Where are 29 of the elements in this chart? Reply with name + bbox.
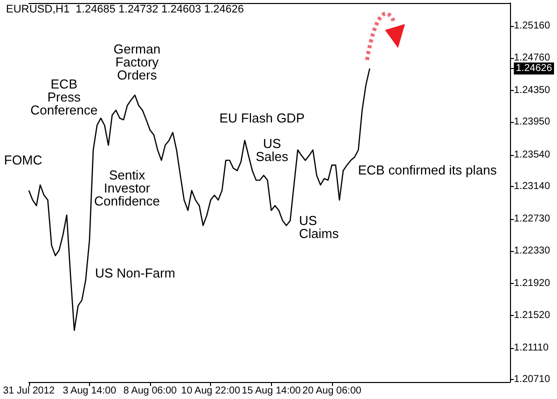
y-tick-label: 1.21920 <box>514 278 550 289</box>
y-tick-label: 1.23140 <box>514 181 550 192</box>
y-tick-label: 1.21110 <box>514 342 549 354</box>
annotation: German Factory Orders <box>114 42 160 82</box>
y-tick-label: 1.23950 <box>514 116 550 128</box>
annotation: ECB confirmed its plans <box>358 162 498 178</box>
x-tick-label: 3 Aug 14:00 <box>62 386 117 396</box>
y-tick-label: 1.22330 <box>514 245 550 256</box>
x-tick-label: 10 Aug 22:00 <box>181 386 241 396</box>
annotation: Sentix Investor Confidence <box>94 168 160 208</box>
annotation: US Sales <box>256 136 289 164</box>
annotation: FOMC <box>4 152 42 168</box>
y-tick-label: 1.23540 <box>514 149 550 160</box>
y-tick-label: 1.24626 <box>516 62 552 74</box>
annotation: EU Flash GDP <box>219 110 305 126</box>
y-tick-label: 1.20710 <box>514 374 550 386</box>
x-tick-label: 31 Jul 2012 <box>2 386 56 396</box>
y-tick-label: 1.22730 <box>514 214 550 225</box>
chart-title: EURUSD,H1 1.24685 1.24732 1.24603 1.24626 <box>6 4 244 16</box>
x-tick-label: 15 Aug 14:00 <box>242 386 302 396</box>
annotation: ECB Press Conference <box>30 76 98 118</box>
annotation: US Non-Farm <box>95 266 176 280</box>
y-tick-label: 1.24350 <box>514 84 550 96</box>
x-tick-label: 20 Aug 06:00 <box>302 386 362 396</box>
y-tick-label: 1.24760 <box>514 52 550 64</box>
x-tick-label: 8 Aug 06:00 <box>123 386 178 396</box>
annotation: US Claims <box>299 213 340 241</box>
y-tick-label: 1.21520 <box>514 310 550 321</box>
y-tick-label: 1.25160 <box>514 20 550 32</box>
